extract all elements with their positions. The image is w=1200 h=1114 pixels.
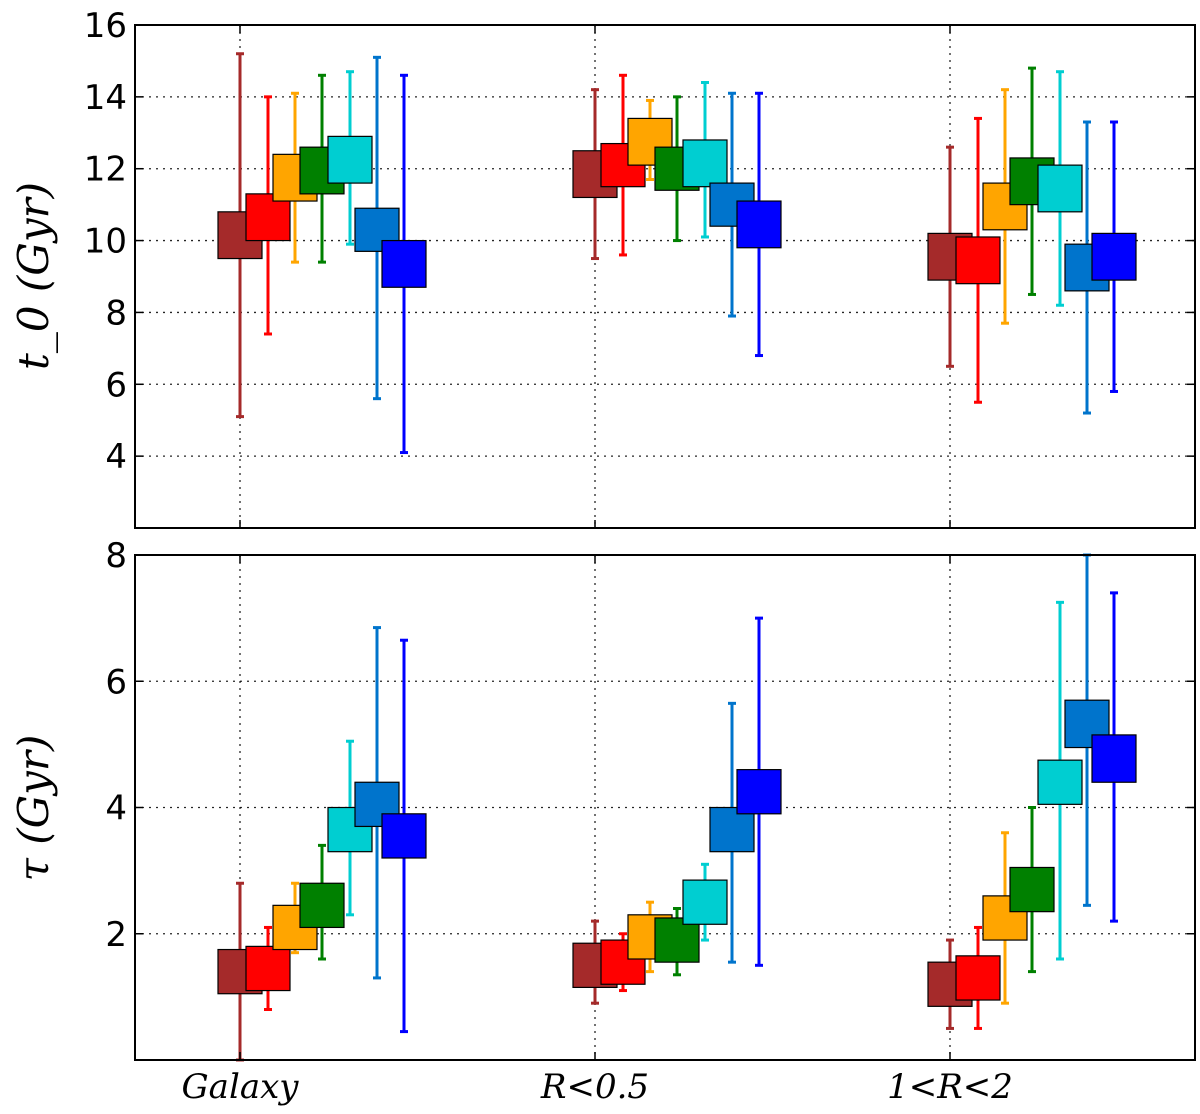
bottom-y-tick-label: 2	[105, 915, 127, 955]
top-y-tick-label: 16	[84, 6, 127, 46]
bottom-box-s7	[381, 813, 427, 859]
bottom-box-s4	[654, 917, 700, 963]
top-box-s5	[682, 139, 728, 188]
top-panel: 4 6 8 10 12 14 16	[84, 6, 1196, 529]
bottom-box-s2	[600, 939, 646, 985]
bottom-box-s4	[299, 882, 345, 929]
top-box-s7	[736, 200, 782, 249]
x-category-label-r-lt-05: R<0.5	[540, 1067, 649, 1107]
top-box-s5	[1037, 164, 1083, 213]
bottom-y-tick-label: 4	[105, 789, 127, 829]
top-y-tick-label: 6	[105, 365, 127, 405]
top-y-tick-label: 10	[84, 222, 127, 262]
top-box-s2	[955, 236, 1001, 285]
top-box-s5	[327, 135, 373, 184]
bottom-box-s2	[955, 955, 1001, 1001]
bottom-box-s7	[1091, 734, 1137, 783]
bottom-box-s7	[736, 769, 782, 815]
top-y-tick-label: 8	[105, 293, 127, 333]
top-y-tick-label: 4	[105, 437, 127, 477]
top-y-tick-label: 12	[84, 150, 127, 190]
bottom-y-tick-label: 8	[105, 536, 127, 576]
top-box-s7	[1091, 232, 1137, 281]
bottom-box-s2	[245, 945, 291, 992]
x-category-label-galaxy: Galaxy	[182, 1067, 300, 1107]
top-y-axis-label: t_0 (Gyr)	[9, 182, 58, 370]
bottom-box-s6	[709, 806, 755, 853]
bottom-box-s5	[682, 879, 728, 925]
bottom-y-axis-label: τ (Gyr)	[9, 735, 58, 882]
bottom-box-s5	[1037, 759, 1083, 805]
bottom-panel: 2 4 6 8	[105, 536, 1196, 1062]
x-category-label-1-lt-r-lt-2: 1<R<2	[887, 1067, 1013, 1107]
bottom-y-tick-label: 6	[105, 662, 127, 702]
top-y-tick-label: 14	[84, 78, 127, 118]
top-plot-frame	[134, 24, 1196, 529]
top-box-s7	[381, 239, 427, 288]
bottom-box-s4	[1009, 866, 1055, 913]
